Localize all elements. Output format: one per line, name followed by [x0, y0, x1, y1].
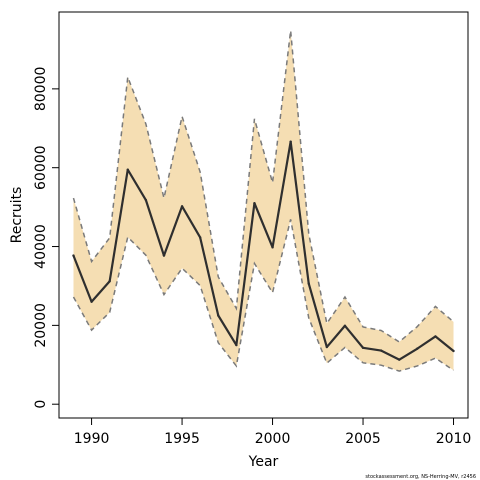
y-axis-title: Recruits — [9, 187, 25, 244]
data-point-estimate — [271, 246, 274, 249]
y-axis: 0 20000 40000 60000 80000 — [33, 67, 59, 409]
y-tick-label: 40000 — [33, 224, 49, 269]
data-point-estimate — [144, 198, 148, 202]
data-point-estimate — [416, 347, 419, 350]
y-tick-label: 60000 — [33, 145, 49, 190]
data-point-estimate — [162, 254, 166, 257]
data-point-estimate — [379, 349, 383, 352]
x-tick-label: 1995 — [164, 431, 200, 447]
plot-frame — [58, 11, 469, 419]
y-tick-label: 0 — [33, 400, 49, 409]
x-tick-label: 2005 — [345, 431, 381, 447]
data-point-estimate — [307, 282, 310, 285]
data-point-estimate — [108, 280, 111, 283]
x-tick-label: 2000 — [255, 431, 291, 447]
x-tick-label: 1990 — [74, 431, 110, 447]
x-axis-title: Year — [248, 454, 279, 470]
data-point-estimate — [126, 168, 129, 171]
series-line-upper — [72, 30, 455, 343]
data-point-estimate — [361, 346, 365, 350]
x-axis: 1990 1995 2000 2005 2010 — [74, 418, 472, 447]
data-point-estimate — [72, 254, 75, 257]
data-point-estimate — [343, 324, 347, 327]
y-tick-label: 80000 — [33, 67, 49, 112]
data-point-estimate — [217, 314, 220, 317]
data-point-estimate — [398, 358, 401, 361]
series-line-estimate — [72, 140, 455, 361]
chart-marks — [72, 30, 455, 372]
data-point-estimate — [235, 343, 238, 347]
data-point-estimate — [289, 140, 292, 143]
data-point-estimate — [180, 205, 184, 208]
y-tick-label: 20000 — [33, 303, 49, 348]
data-point-estimate — [90, 300, 93, 303]
confidence-band — [73, 30, 454, 372]
data-point-estimate — [452, 349, 455, 353]
data-point-estimate — [434, 335, 437, 338]
data-point-estimate — [198, 236, 202, 239]
source-note: stockassessment.org, NS-Herring-MV, r245… — [365, 474, 476, 480]
data-point-estimate — [253, 201, 256, 205]
x-tick-label: 2010 — [436, 431, 472, 447]
data-point-estimate — [325, 345, 329, 349]
series-line-lower — [72, 219, 454, 372]
